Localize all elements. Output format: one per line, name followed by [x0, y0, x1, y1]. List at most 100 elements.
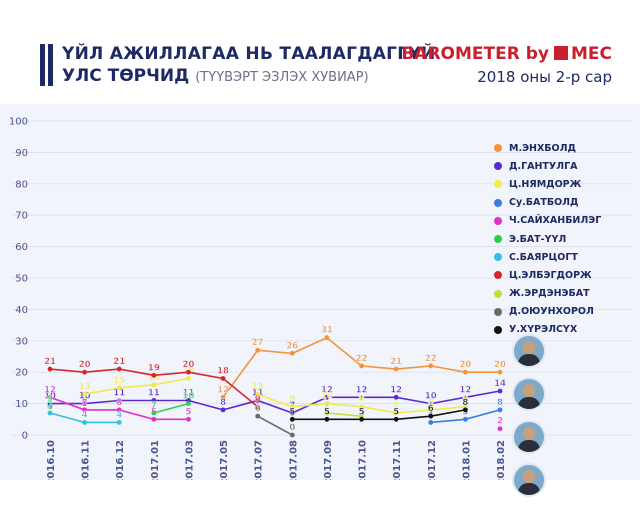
data-point [428, 413, 434, 419]
data-point [82, 407, 88, 413]
data-point [324, 410, 330, 416]
x-tick-label: 2017.05 [219, 440, 230, 480]
x-tick-label: 2016.11 [81, 440, 92, 480]
data-label: 7 [324, 401, 330, 411]
data-point [393, 416, 399, 422]
series-line [153, 402, 189, 414]
y-tick-label: 50 [15, 274, 28, 285]
data-label: 12 [321, 385, 333, 395]
data-label: 2 [497, 417, 503, 427]
x-tick-label: 2017.10 [358, 440, 369, 480]
politician-photo-icon [512, 377, 546, 411]
legend-label: Ж.ЭРДЭНЭБАТ [509, 288, 590, 300]
data-label: 6 [428, 404, 434, 414]
data-label: 18 [217, 366, 229, 376]
legend-marker-icon [494, 216, 502, 225]
data-point [497, 407, 503, 413]
data-label: 8 [497, 398, 503, 408]
data-label: 21 [390, 357, 402, 367]
data-point [116, 420, 122, 425]
data-label: 9 [289, 395, 295, 405]
data-label: 5 [324, 407, 330, 417]
data-label: 7 [393, 401, 399, 411]
chart-title-line2: УЛС ТӨРЧИД (ТҮҮВЭРТ ЭЗЛЭХ ХУВИАР) [62, 66, 369, 86]
data-point [497, 426, 503, 432]
data-point [289, 416, 295, 422]
politician-photo-icon [512, 420, 546, 454]
data-label: 10 [321, 392, 333, 402]
legend-item: Д.ГАНТУЛГА [494, 157, 601, 175]
chart-title-main: УЛС ТӨРЧИД [62, 66, 190, 86]
data-label: 6 [255, 404, 261, 414]
data-point [151, 410, 157, 416]
data-point [324, 401, 330, 406]
data-point [82, 401, 88, 406]
data-label: 26 [286, 341, 298, 351]
data-label: 12 [390, 385, 402, 395]
data-point [428, 407, 434, 413]
data-label: 13 [252, 382, 264, 392]
data-point [359, 404, 364, 410]
data-point [82, 369, 88, 375]
data-point [255, 413, 261, 419]
legend-item: С.БАЯРЦОГТ [494, 248, 601, 266]
data-label: 10 [183, 392, 195, 402]
data-label: 21 [113, 357, 125, 367]
data-point [47, 404, 53, 410]
data-point [255, 398, 261, 403]
data-label: 10 [79, 392, 91, 402]
data-point [47, 410, 53, 416]
data-label: 5 [186, 407, 192, 417]
data-point [255, 404, 261, 410]
data-point [359, 394, 364, 400]
data-point [186, 401, 191, 406]
legend-label: Ц.ЭЛБЭГДОРЖ [509, 269, 592, 281]
data-point [462, 369, 468, 375]
x-tick-label: 2018.02 [496, 440, 507, 480]
data-point [289, 404, 295, 410]
data-label: 8 [428, 398, 434, 408]
data-point [324, 416, 330, 422]
x-tick-label: 2017.07 [254, 440, 265, 480]
legend-item: Э.БАТ-ҮҮЛ [494, 230, 601, 248]
legend-item: Ж.ЭРДЭНЭБАТ [494, 285, 601, 303]
data-label: 7 [151, 401, 157, 411]
brand-text: BAROMETER by [401, 44, 549, 64]
data-point [220, 376, 226, 381]
data-label: 9 [255, 395, 261, 405]
x-tick-label: 2017.01 [150, 440, 161, 480]
series-line [326, 412, 362, 417]
data-label: 11 [148, 388, 160, 398]
data-label: 4 [82, 410, 88, 420]
data-label: 5 [289, 407, 295, 417]
data-label: 22 [356, 354, 368, 364]
data-point [462, 407, 468, 413]
y-tick-label: 0 [22, 431, 28, 442]
data-point [186, 369, 191, 375]
data-point [186, 416, 191, 422]
y-tick-label: 30 [15, 336, 28, 347]
data-label: 20 [79, 360, 91, 370]
legend-marker-icon [494, 253, 502, 262]
data-point [462, 394, 468, 400]
data-label: 15 [113, 376, 125, 386]
data-label: 8 [82, 398, 88, 408]
data-point [186, 376, 191, 381]
legend-item: Ц.НЯМДОРЖ [494, 175, 601, 193]
legend-marker-icon [494, 162, 502, 171]
y-tick-label: 40 [15, 305, 28, 316]
data-label: 19 [148, 363, 160, 373]
data-point [116, 407, 122, 413]
series-line [84, 377, 466, 414]
politician-photo-icon [512, 334, 546, 368]
data-label: 20 [494, 360, 506, 370]
data-point [47, 394, 53, 400]
data-point [359, 363, 364, 369]
brand-logo-text: MEC [570, 44, 612, 64]
chart-subtitle: (ТҮҮВЭРТ ЭЗЛЭХ ХУВИАР) [195, 70, 369, 85]
legend-label: С.БАЯРЦОГТ [509, 251, 578, 263]
x-tick-label: 2017.11 [392, 440, 403, 480]
data-point [497, 388, 503, 394]
data-point [116, 398, 122, 403]
data-point [220, 394, 226, 400]
